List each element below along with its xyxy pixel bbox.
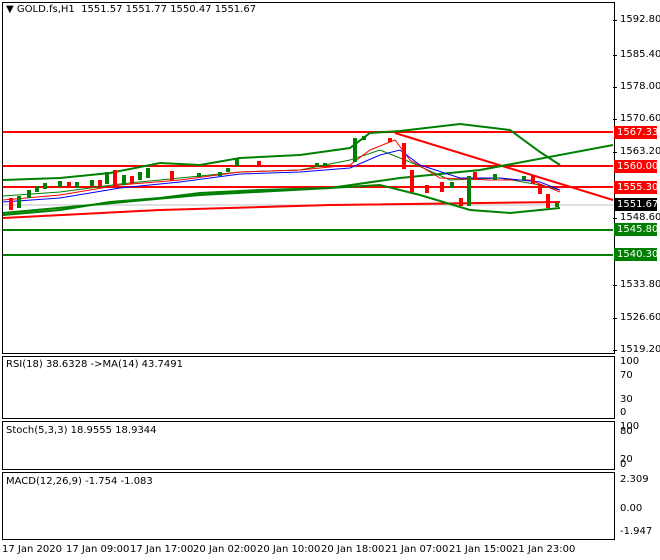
level-tag-1555: 1555.30 bbox=[614, 181, 658, 194]
current-price-tag: 1551.67 bbox=[614, 198, 658, 211]
rsi-title: RSI(18) 38.6328 ->MA(14) 43.7491 bbox=[6, 359, 183, 370]
macd-panel[interactable] bbox=[2, 472, 615, 540]
collapse-triangle-icon[interactable]: ▼ bbox=[6, 4, 14, 15]
ohlc-values: 1551.57 1551.77 1550.47 1551.67 bbox=[81, 4, 257, 15]
stoch-title: Stoch(5,3,3) 18.9555 18.9344 bbox=[6, 425, 157, 436]
candles bbox=[9, 136, 559, 210]
rsi-panel[interactable] bbox=[2, 356, 615, 419]
macd-title: MACD(12,26,9) -1.754 -1.083 bbox=[6, 476, 153, 487]
level-tag-1545: 1545.80 bbox=[614, 223, 658, 236]
price-chart-panel[interactable] bbox=[2, 2, 615, 354]
symbol-label: GOLD.fs,H1 bbox=[16, 4, 75, 15]
level-tag-1560: 1560.00 bbox=[614, 160, 658, 173]
stochastic-panel[interactable] bbox=[2, 421, 615, 470]
level-tag-1540: 1540.30 bbox=[614, 248, 658, 261]
chart-header: ▼ GOLD.fs,H1 1551.57 1551.77 1550.47 155… bbox=[6, 4, 256, 15]
level-tag-1567: 1567.33 bbox=[614, 126, 658, 139]
